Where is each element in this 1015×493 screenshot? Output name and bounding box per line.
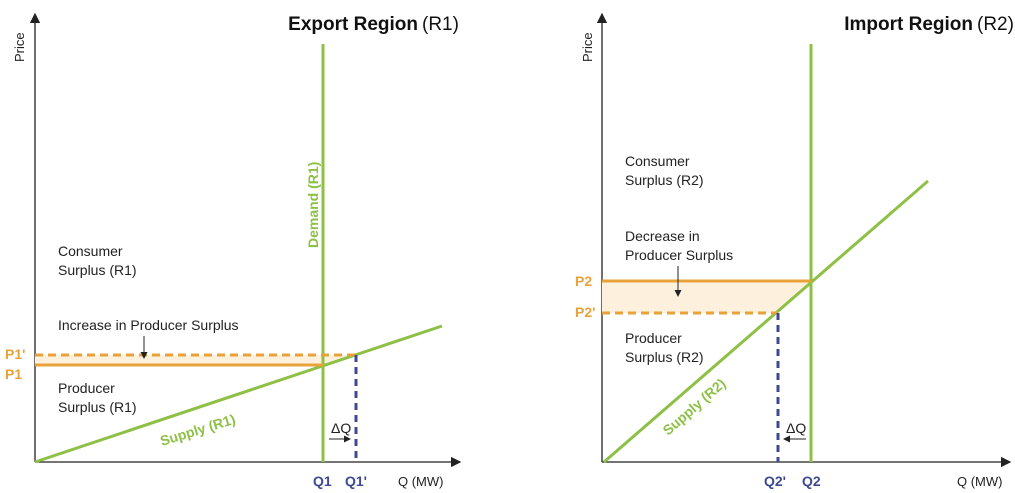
right-x-axis-label: Q (MW) <box>957 474 1002 489</box>
right-producer-surplus-line2: Surplus (R2) <box>625 349 704 365</box>
import-region-title: Import Region <box>844 14 973 35</box>
export-region-title: Export Region <box>288 14 418 35</box>
right-price-new-label: P2' <box>575 304 595 320</box>
left-consumer-surplus-line2: Surplus (R1) <box>58 262 137 278</box>
import-region-title-suffix: (R2) <box>977 14 1014 35</box>
right-price-old-label: P2 <box>575 273 592 289</box>
left-supply-curve <box>34 324 443 464</box>
right-producer-surplus-line1: Producer <box>625 330 682 346</box>
export-region-title-suffix: (R1) <box>422 14 459 35</box>
export-region-panel: Export Region (R1) Price Q (MW) Demand (… <box>5 12 462 489</box>
left-q-old-label: Q1 <box>313 473 332 489</box>
import-region-panel: Import Region (R2) Price Q (MW) Supply (… <box>575 12 1014 489</box>
left-producer-surplus-line2: Surplus (R1) <box>58 399 137 415</box>
right-surplus-change-area <box>602 281 811 313</box>
left-y-axis-label: Price <box>12 32 27 62</box>
right-consumer-surplus-line2: Surplus (R2) <box>625 172 704 188</box>
right-y-axis-label: Price <box>580 32 595 62</box>
left-q-new-label: Q1' <box>345 473 367 489</box>
left-delta-q-label: ΔQ <box>331 420 351 436</box>
left-increase-surplus-label: Increase in Producer Surplus <box>58 317 239 333</box>
left-price-old-label: P1 <box>5 366 22 382</box>
right-q-old-label: Q2 <box>802 473 821 489</box>
left-surplus-change-area <box>35 355 353 365</box>
left-consumer-surplus-line1: Consumer <box>58 243 123 259</box>
right-consumer-surplus-line1: Consumer <box>625 153 690 169</box>
left-price-new-label: P1' <box>5 346 25 362</box>
right-q-new-label: Q2' <box>764 473 786 489</box>
right-decrease-surplus-line1: Decrease in <box>625 228 700 244</box>
right-delta-q-label: ΔQ <box>786 420 806 436</box>
left-producer-surplus-line1: Producer <box>58 380 115 396</box>
left-demand-label: Demand (R1) <box>305 162 321 248</box>
right-decrease-surplus-line2: Producer Surplus <box>625 247 733 263</box>
left-x-axis-label: Q (MW) <box>398 474 443 489</box>
right-supply-curve <box>603 179 929 464</box>
